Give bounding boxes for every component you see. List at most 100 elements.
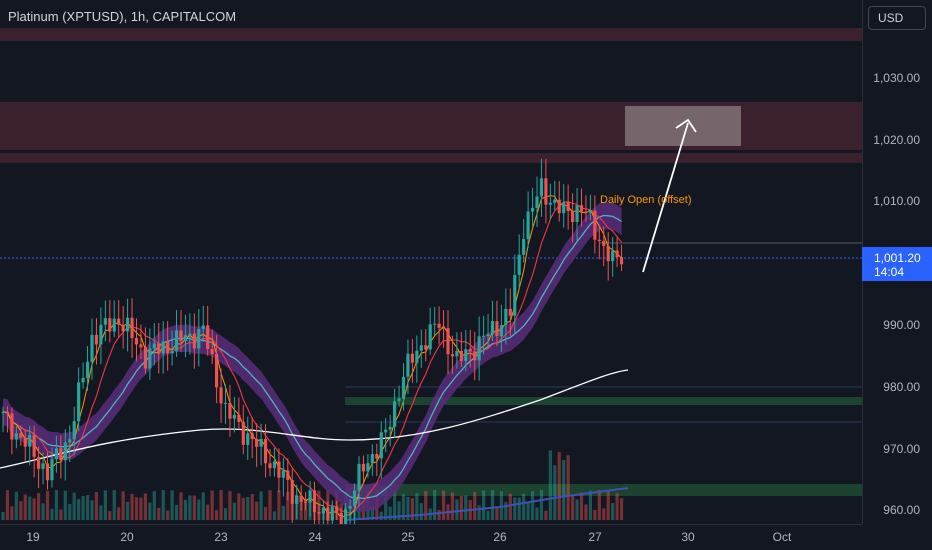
candle-body — [455, 350, 459, 357]
time-tick: 20 — [120, 530, 134, 544]
volume-bar — [85, 494, 90, 520]
candle-body — [188, 333, 192, 336]
volume-bar — [37, 493, 41, 520]
volume-bar — [379, 511, 383, 520]
volume-bar — [522, 493, 526, 520]
candle-body — [441, 327, 446, 329]
volume-bar — [246, 497, 250, 520]
time-tick: 27 — [588, 530, 602, 544]
candle-body — [539, 178, 544, 197]
candle-body — [464, 349, 468, 361]
candle-body — [263, 438, 268, 464]
candle-body — [183, 335, 188, 341]
candle-body — [312, 490, 317, 513]
candle-body — [562, 202, 566, 214]
candle-body — [250, 433, 254, 439]
volume-bar — [499, 491, 503, 520]
price-tick: 1,010.00 — [873, 194, 920, 208]
price-chart[interactable] — [0, 0, 862, 524]
volume-bar — [486, 510, 490, 520]
volume-bar — [174, 504, 179, 520]
volume-bar — [108, 511, 112, 520]
volume-bar — [508, 493, 512, 520]
time-tick: 26 — [493, 530, 507, 544]
candle-body — [388, 426, 392, 430]
volume-bar — [94, 491, 99, 520]
candle-body — [241, 421, 245, 445]
candle-body — [566, 202, 570, 211]
candle-body — [272, 461, 277, 469]
volume-bar — [54, 490, 58, 520]
candle-body — [215, 353, 219, 388]
ema-band — [3, 201, 622, 512]
volume-bar — [161, 490, 165, 520]
volume-bar — [397, 501, 401, 520]
volume-bar — [130, 493, 134, 520]
currency-selector[interactable]: USD — [868, 6, 926, 30]
volume-bar — [526, 502, 530, 520]
volume-bar — [482, 490, 486, 520]
price-tick: 960.00 — [883, 503, 920, 517]
volume-bar — [513, 497, 517, 520]
volume-bar — [606, 490, 610, 520]
volume-bar — [139, 497, 143, 520]
candle-body — [77, 382, 81, 422]
time-tick: 30 — [681, 530, 695, 544]
volume-bar — [557, 452, 561, 520]
candle-body — [1, 411, 5, 413]
candle-body — [81, 377, 85, 383]
time-axis[interactable]: 19 20 23 24 25 26 27 30 Oct — [0, 524, 862, 550]
time-tick: 23 — [214, 530, 228, 544]
volume-bar — [433, 490, 437, 520]
candle-body — [139, 344, 143, 348]
volume-bar — [259, 491, 263, 520]
candle-body — [308, 490, 312, 503]
candle-body — [571, 210, 575, 223]
bar-countdown: 14:04 — [874, 265, 905, 279]
volume-bar — [504, 502, 508, 520]
price-tick: 1,030.00 — [873, 71, 920, 85]
chart-pane[interactable]: Platinum (XPTUSD), 1h, CAPITALCOM Daily … — [0, 0, 862, 524]
candle-body — [90, 334, 94, 362]
candle-body — [575, 205, 579, 223]
candle-body — [450, 354, 455, 357]
candle-body — [486, 334, 490, 336]
candle-body — [588, 210, 592, 213]
volume-bar — [192, 495, 196, 520]
candle-body — [557, 199, 561, 214]
volume-bar — [415, 493, 419, 520]
candle-body — [232, 414, 236, 419]
volume-bar — [183, 499, 188, 520]
candle-body — [32, 434, 36, 457]
price-tick: 980.00 — [883, 380, 920, 394]
candle-body — [499, 325, 503, 337]
candle-body — [375, 454, 379, 459]
candle-body — [126, 317, 130, 332]
candle-body — [152, 343, 156, 349]
volume-bar — [388, 506, 392, 520]
volume-bar — [281, 505, 285, 520]
candle-body — [304, 501, 308, 503]
candle-body — [210, 349, 214, 354]
volume-bar — [77, 499, 81, 520]
candle-body — [468, 349, 472, 352]
candle-body — [522, 239, 526, 255]
volume-bar — [112, 490, 116, 520]
volume-bar — [419, 503, 423, 520]
volume-bar — [562, 460, 566, 520]
fast-ma-line — [2, 195, 622, 519]
volume-bar — [232, 502, 236, 520]
volume-bar — [548, 450, 552, 520]
volume-bar — [277, 490, 281, 520]
volume-bar — [23, 494, 27, 520]
volume-bar — [241, 497, 245, 520]
volume-bar — [5, 490, 10, 520]
candle-body — [459, 350, 463, 361]
volume-bar — [495, 507, 499, 520]
candle-body — [526, 211, 530, 240]
volume-bar — [250, 494, 254, 520]
candle-body — [433, 323, 437, 325]
volume-bar — [143, 493, 147, 520]
candle-body — [513, 274, 517, 316]
volume-bar — [410, 498, 414, 520]
